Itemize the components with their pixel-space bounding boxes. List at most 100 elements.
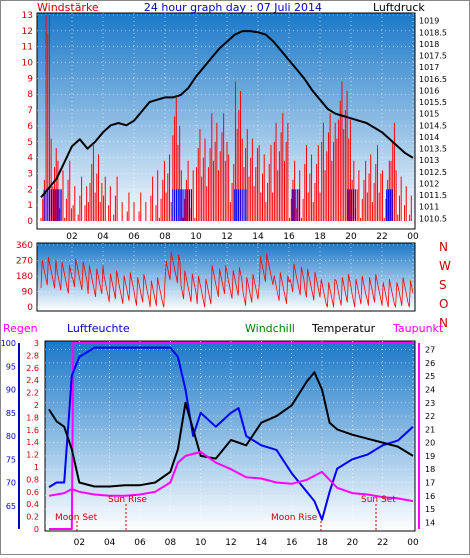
pressure-line xyxy=(40,30,414,199)
right-tick-label: 1014 xyxy=(419,133,439,142)
rain-line xyxy=(49,342,413,530)
x-tick-label: 02 xyxy=(74,538,85,548)
left-tick-label: 6 xyxy=(27,122,33,132)
right-tick-label: 1018 xyxy=(419,40,439,49)
annotation-moon-rise: Moon Rise xyxy=(271,513,318,523)
x-tick-label: 06 xyxy=(128,232,140,242)
right-tick-label: 1012 xyxy=(419,179,439,188)
regen-tick-label: 2.8 xyxy=(26,351,39,360)
direction-letter: N xyxy=(439,240,448,254)
regen-tick-label: 2.6 xyxy=(26,364,39,373)
humidity-tick-label: 75 xyxy=(6,455,16,464)
temp-tick-label: 22 xyxy=(425,412,435,421)
humidity-line xyxy=(48,346,414,521)
x-tick-label: 18 xyxy=(314,232,326,242)
right-tick-label: 1015 xyxy=(419,110,439,119)
humidity-tick-label: 95 xyxy=(6,362,16,371)
dir-tick-label: 0 xyxy=(27,303,33,313)
dir-tick-label: 270 xyxy=(16,257,33,267)
regen-tick-label: 0.8 xyxy=(26,475,39,484)
annotation-sun-set: Sun Set xyxy=(361,495,396,505)
label-regen: Regen xyxy=(3,322,38,335)
right-tick-label: 1011.5 xyxy=(419,191,447,200)
x-tick-label: 00 xyxy=(407,538,419,548)
header-title: 24 hour graph day : 07 Juli 2014 xyxy=(144,1,322,14)
label-taupunkt: Taupunkt xyxy=(392,322,444,335)
right-tick-label: 1010.5 xyxy=(419,214,447,223)
direction-letter: O xyxy=(439,297,448,311)
regen-tick-label: 2.4 xyxy=(26,376,39,385)
header-luftdruck: Luftdruck xyxy=(373,1,425,14)
left-tick-label: 5 xyxy=(27,138,33,148)
direction-letter: S xyxy=(439,278,447,292)
regen-tick-label: 0.2 xyxy=(26,513,39,522)
temp-tick-label: 25 xyxy=(425,372,435,381)
humidity-tick-label: 85 xyxy=(6,409,16,418)
x-tick-label: 12 xyxy=(225,538,236,548)
label-temperatur: Temperatur xyxy=(311,322,376,335)
label-windchill: Windchill xyxy=(245,322,295,335)
regen-tick-label: 2.2 xyxy=(26,389,39,398)
x-tick-label: 04 xyxy=(104,538,116,548)
left-tick-label: 1 xyxy=(27,201,33,211)
humidity-tick-label: 100 xyxy=(1,339,16,348)
header-windstaerke: Windstärke xyxy=(37,1,99,14)
temp-tick-label: 20 xyxy=(425,439,435,448)
right-tick-label: 1018.5 xyxy=(419,28,447,37)
temp-tick-label: 17 xyxy=(425,479,435,488)
regen-tick-label: 3 xyxy=(34,339,39,348)
left-tick-label: 12 xyxy=(22,27,33,37)
label-luftfeuchte: Luftfeuchte xyxy=(67,322,130,335)
x-tick-label: 10 xyxy=(195,538,207,548)
dir-tick-label: 180 xyxy=(16,272,33,282)
regen-tick-label: 1.2 xyxy=(26,451,39,460)
left-tick-label: 2 xyxy=(27,185,33,195)
right-tick-label: 1017.5 xyxy=(419,52,447,61)
temp-tick-label: 23 xyxy=(425,399,435,408)
right-tick-label: 1017 xyxy=(419,63,439,72)
annotation-moon-set: Moon Set xyxy=(55,513,98,523)
left-tick-label: 10 xyxy=(22,59,34,69)
wind-direction-line xyxy=(40,251,414,308)
temp-tick-label: 24 xyxy=(425,386,435,395)
temp-tick-label: 21 xyxy=(425,425,435,434)
left-tick-label: 9 xyxy=(27,74,33,84)
dewpoint-line xyxy=(48,450,414,503)
right-tick-label: 1015.5 xyxy=(419,98,447,107)
x-tick-label: 20 xyxy=(347,538,359,548)
x-tick-label: 14 xyxy=(252,232,264,242)
right-tick-label: 1013 xyxy=(419,156,439,165)
x-tick-label: 14 xyxy=(256,538,268,548)
left-tick-label: 7 xyxy=(27,106,33,116)
temp-tick-label: 26 xyxy=(425,359,435,368)
humidity-tick-label: 65 xyxy=(6,502,16,511)
dir-tick-label: 90 xyxy=(22,288,34,298)
temp-tick-label: 15 xyxy=(425,505,435,514)
x-tick-label: 08 xyxy=(159,232,171,242)
temp-tick-label: 14 xyxy=(425,518,435,527)
regen-tick-label: 0 xyxy=(34,525,39,534)
left-tick-label: 11 xyxy=(22,43,33,53)
x-tick-label: 04 xyxy=(97,232,109,242)
humidity-tick-label: 80 xyxy=(6,432,16,441)
temp-tick-label: 27 xyxy=(425,346,435,355)
right-tick-label: 1011 xyxy=(419,203,439,212)
direction-letter: N xyxy=(439,316,448,330)
regen-tick-label: 1.4 xyxy=(26,438,39,447)
right-tick-label: 1013.5 xyxy=(419,145,447,154)
x-tick-label: 12 xyxy=(221,232,232,242)
annotation-sun-rise: Sun Rise xyxy=(108,495,147,505)
x-tick-label: 10 xyxy=(190,232,202,242)
right-tick-label: 1016 xyxy=(419,86,439,95)
x-tick-label: 08 xyxy=(165,538,177,548)
x-tick-label: 20 xyxy=(345,232,357,242)
x-tick-label: 00 xyxy=(407,232,419,242)
regen-tick-label: 1.8 xyxy=(26,413,39,422)
x-tick-label: 06 xyxy=(134,538,146,548)
x-tick-label: 22 xyxy=(376,232,387,242)
right-tick-label: 1014.5 xyxy=(419,121,447,130)
left-tick-label: 4 xyxy=(27,154,33,164)
temp-tick-label: 16 xyxy=(425,492,435,501)
x-tick-label: 16 xyxy=(286,538,298,548)
